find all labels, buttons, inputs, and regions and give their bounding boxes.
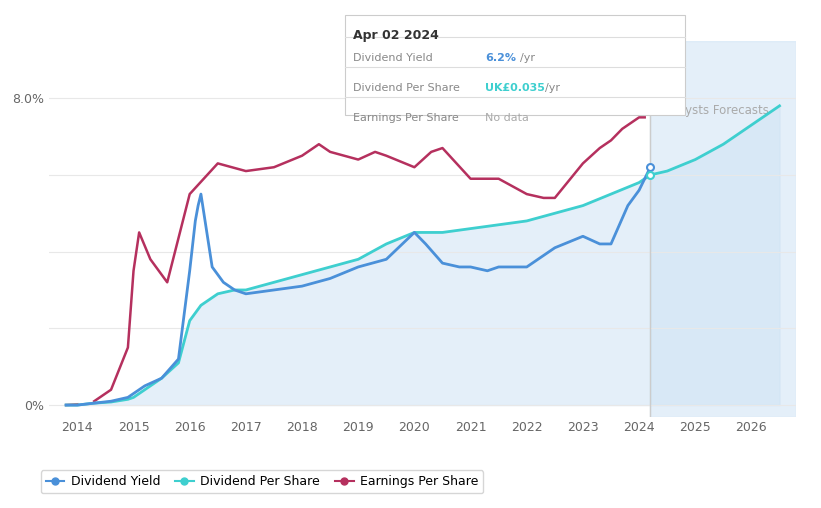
Legend: Dividend Yield, Dividend Per Share, Earnings Per Share: Dividend Yield, Dividend Per Share, Earn… [40,470,484,493]
Text: Dividend Per Share: Dividend Per Share [353,83,460,93]
Text: Analysts Forecasts: Analysts Forecasts [658,104,768,117]
Bar [650,41,796,417]
Text: Apr 02 2024: Apr 02 2024 [353,29,439,42]
Text: /yr: /yr [520,53,535,63]
Text: 6.2%: 6.2% [485,53,516,63]
Text: No data: No data [485,113,529,123]
Text: UK£0.035: UK£0.035 [485,83,545,93]
Text: Earnings Per Share: Earnings Per Share [353,113,459,123]
Text: /yr: /yr [545,83,560,93]
Text: Past: Past [622,104,647,117]
Text: Dividend Yield: Dividend Yield [353,53,433,63]
